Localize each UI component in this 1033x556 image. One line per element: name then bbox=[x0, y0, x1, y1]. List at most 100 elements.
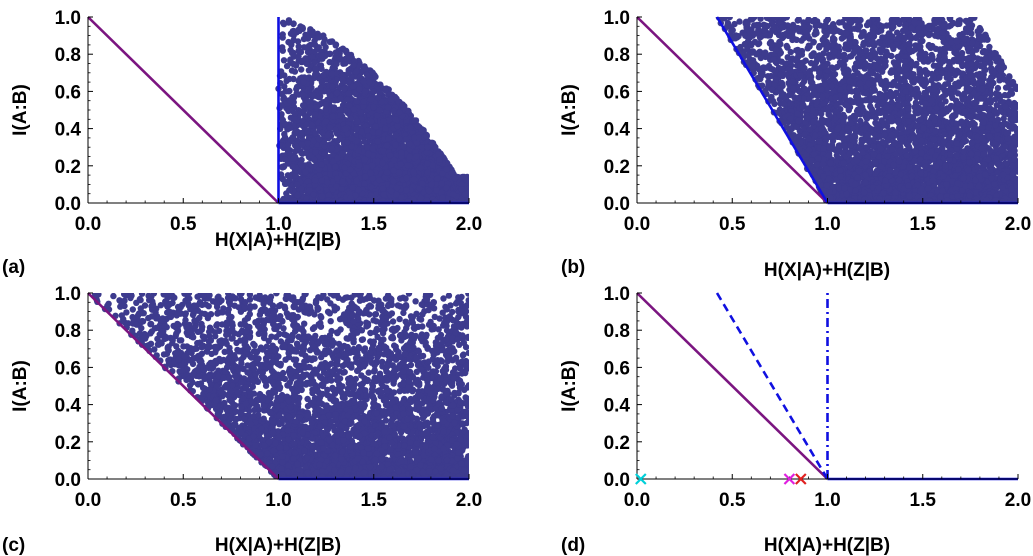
scatter-point bbox=[310, 191, 317, 198]
scatter-point bbox=[375, 129, 382, 136]
scatter-points-a bbox=[275, 17, 469, 203]
scatter-point bbox=[411, 117, 418, 124]
scatter-point bbox=[298, 185, 305, 192]
scatter-point bbox=[298, 129, 305, 137]
scatter-point bbox=[369, 129, 377, 136]
scatter-point bbox=[330, 106, 337, 113]
scatter-point bbox=[298, 162, 306, 170]
scatter-point bbox=[433, 187, 440, 194]
scatter-point bbox=[288, 41, 295, 49]
scatter-point bbox=[334, 175, 341, 182]
scatter-point bbox=[345, 54, 353, 61]
scatter-point bbox=[367, 169, 374, 177]
scatter-point bbox=[365, 133, 372, 140]
scatter-point bbox=[295, 53, 302, 60]
scatter-point bbox=[390, 167, 397, 174]
scatter-point bbox=[429, 162, 436, 169]
scatter-point bbox=[340, 85, 348, 93]
scatter-point bbox=[438, 180, 446, 187]
x-axis-title-a: H(X|A)+H(Z|B) bbox=[215, 230, 341, 251]
scatter-point bbox=[386, 152, 394, 159]
scatter-point bbox=[460, 173, 468, 181]
scatter-point bbox=[355, 186, 362, 193]
scatter-point bbox=[403, 187, 410, 194]
scatter-point bbox=[355, 162, 363, 169]
scatter-point bbox=[304, 128, 311, 135]
scatter-point bbox=[439, 170, 446, 177]
scatter-point bbox=[322, 106, 329, 113]
scatter-point bbox=[379, 159, 386, 167]
scatter-point bbox=[303, 121, 310, 128]
scatter-point bbox=[393, 191, 400, 198]
scatter-point bbox=[354, 118, 361, 125]
scatter-point bbox=[289, 163, 296, 170]
scatter-point bbox=[392, 141, 399, 149]
scatter-point bbox=[443, 166, 450, 173]
scatter-point bbox=[316, 112, 323, 119]
y-axis-title-a: I(A:B) bbox=[10, 84, 31, 136]
scatter-point bbox=[332, 49, 339, 56]
scatter-point bbox=[345, 90, 353, 97]
scatter-point bbox=[332, 41, 340, 48]
scatter-point bbox=[434, 175, 441, 182]
scatter-point bbox=[353, 177, 360, 185]
scatter-point bbox=[293, 181, 301, 188]
scatter-point bbox=[382, 87, 389, 94]
scatter-point bbox=[429, 172, 436, 179]
scatter-point bbox=[294, 191, 301, 199]
scatter-point bbox=[344, 96, 351, 103]
scatter-point bbox=[279, 164, 286, 171]
scatter-point bbox=[443, 184, 450, 192]
scatter-point bbox=[353, 98, 361, 105]
scatter-point bbox=[387, 96, 395, 103]
scatter-point bbox=[279, 175, 286, 182]
scatter-point bbox=[346, 102, 353, 110]
scatter-point bbox=[322, 44, 329, 51]
scatter-point bbox=[347, 194, 354, 201]
scatter-point bbox=[286, 97, 294, 105]
scatter-point bbox=[355, 147, 362, 154]
scatter-point bbox=[410, 134, 418, 141]
scatter-point bbox=[326, 124, 334, 131]
scatter-point bbox=[312, 130, 319, 137]
scatter-point bbox=[304, 140, 311, 147]
scatter-point bbox=[318, 177, 326, 184]
scatter-point bbox=[365, 150, 372, 158]
scatter-point bbox=[361, 156, 369, 163]
scatter-point bbox=[286, 174, 293, 181]
scatter-point bbox=[280, 95, 287, 103]
scatter-point bbox=[324, 179, 331, 186]
scatter-point bbox=[435, 151, 442, 158]
scatter-point bbox=[370, 88, 377, 95]
scatter-point bbox=[350, 61, 357, 69]
scatter-point bbox=[360, 103, 367, 110]
scatter-point bbox=[394, 123, 401, 130]
scatter-point bbox=[337, 106, 344, 113]
scatter-point bbox=[390, 178, 397, 185]
scatter-point bbox=[392, 131, 400, 139]
scatter-point bbox=[372, 73, 379, 81]
scatter-point bbox=[300, 35, 308, 43]
scatter-point bbox=[333, 183, 340, 190]
scatter-point bbox=[403, 174, 410, 182]
scatter-point bbox=[333, 60, 340, 68]
y-tick-label: 0.6 bbox=[55, 82, 81, 103]
scatter-point bbox=[311, 177, 319, 184]
scatter-point bbox=[279, 197, 286, 203]
scatter-point bbox=[383, 169, 391, 176]
scatter-point bbox=[285, 88, 292, 95]
scatter-point bbox=[348, 135, 356, 142]
scatter-point bbox=[280, 20, 288, 28]
scatter-point bbox=[293, 85, 300, 93]
scatter-point bbox=[283, 62, 291, 70]
scatter-point bbox=[302, 168, 309, 176]
scatter-point bbox=[332, 163, 339, 171]
scatter-point bbox=[292, 172, 299, 179]
scatter-point bbox=[415, 134, 422, 141]
scatter-point bbox=[461, 191, 469, 198]
scatter-point bbox=[390, 107, 398, 115]
scatter-point bbox=[332, 126, 339, 133]
scatter-point bbox=[376, 177, 383, 184]
scatter-point bbox=[329, 178, 336, 186]
